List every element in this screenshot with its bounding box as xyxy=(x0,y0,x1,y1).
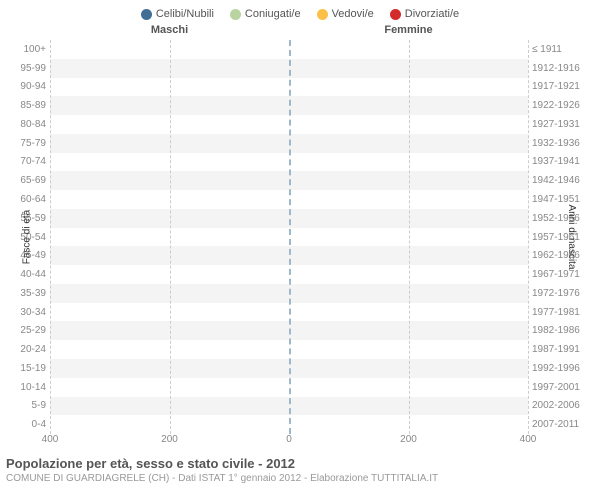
y-axis-label-right: Anni di nascita xyxy=(566,204,577,269)
birth-tick: 1927-1931 xyxy=(528,115,594,134)
chart-title: Popolazione per età, sesso e stato civil… xyxy=(6,456,594,471)
x-tick: 400 xyxy=(42,434,59,445)
birth-tick: 1952-1956 xyxy=(528,209,594,228)
birth-tick: 1992-1996 xyxy=(528,359,594,378)
age-tick: 90-94 xyxy=(6,78,50,97)
gridline xyxy=(409,40,410,434)
x-axis: 400 200 0 200 400 xyxy=(6,434,594,450)
legend-item: Divorziati/e xyxy=(390,8,459,20)
age-tick: 30-34 xyxy=(6,303,50,322)
birth-tick: ≤ 1911 xyxy=(528,40,594,59)
birth-tick: 1912-1916 xyxy=(528,59,594,78)
legend: Celibi/Nubili Coniugati/e Vedovi/e Divorzia… xyxy=(6,4,594,24)
age-tick: 60-64 xyxy=(6,190,50,209)
birth-tick: 1947-1951 xyxy=(528,190,594,209)
birth-axis: ≤ 19111912-19161917-19211922-19261927-19… xyxy=(528,40,594,434)
legend-swatch xyxy=(141,9,152,20)
birth-tick: 1977-1981 xyxy=(528,303,594,322)
legend-swatch xyxy=(317,9,328,20)
x-tick: 400 xyxy=(520,434,537,445)
age-tick: 20-24 xyxy=(6,340,50,359)
gridline xyxy=(170,40,171,434)
age-tick: 80-84 xyxy=(6,115,50,134)
birth-tick: 1957-1961 xyxy=(528,228,594,247)
x-tick: 0 xyxy=(286,434,292,445)
population-pyramid: Celibi/Nubili Coniugati/e Vedovi/e Divorzia… xyxy=(0,0,600,500)
bars-area xyxy=(50,40,528,434)
male-header: Maschi xyxy=(50,24,289,40)
birth-tick: 1997-2001 xyxy=(528,378,594,397)
age-tick: 5-9 xyxy=(6,397,50,416)
plot-area: Fasce di età 100+95-9990-9485-8980-8475-… xyxy=(6,40,594,434)
birth-tick: 1937-1941 xyxy=(528,153,594,172)
birth-tick: 1932-1936 xyxy=(528,134,594,153)
birth-tick: 2002-2006 xyxy=(528,397,594,416)
birth-tick: 1942-1946 xyxy=(528,171,594,190)
x-ticks: 4002000200400 xyxy=(50,434,528,450)
birth-tick: 1967-1971 xyxy=(528,265,594,284)
age-tick: 70-74 xyxy=(6,153,50,172)
legend-swatch xyxy=(390,9,401,20)
column-headers: Maschi Femmine xyxy=(6,24,594,40)
x-tick: 200 xyxy=(161,434,178,445)
age-tick: 85-89 xyxy=(6,96,50,115)
birth-tick: 1972-1976 xyxy=(528,284,594,303)
legend-label: Coniugati/e xyxy=(245,8,301,20)
birth-tick: 1917-1921 xyxy=(528,78,594,97)
birth-tick: 1922-1926 xyxy=(528,96,594,115)
birth-tick: 1962-1966 xyxy=(528,246,594,265)
y-axis-label-left: Fasce di età xyxy=(22,210,33,264)
age-tick: 25-29 xyxy=(6,321,50,340)
age-tick: 10-14 xyxy=(6,378,50,397)
x-tick: 200 xyxy=(400,434,417,445)
age-tick: 65-69 xyxy=(6,171,50,190)
age-tick: 75-79 xyxy=(6,134,50,153)
age-tick: 35-39 xyxy=(6,284,50,303)
age-tick: 100+ xyxy=(6,40,50,59)
birth-tick: 1987-1991 xyxy=(528,340,594,359)
legend-swatch xyxy=(230,9,241,20)
center-line xyxy=(289,40,291,434)
legend-label: Celibi/Nubili xyxy=(156,8,214,20)
legend-item: Coniugati/e xyxy=(230,8,301,20)
legend-item: Celibi/Nubili xyxy=(141,8,214,20)
female-header: Femmine xyxy=(289,24,528,40)
gridline xyxy=(50,40,51,434)
birth-tick: 2007-2011 xyxy=(528,415,594,434)
gridline xyxy=(528,40,529,434)
legend-label: Divorziati/e xyxy=(405,8,459,20)
age-tick: 15-19 xyxy=(6,359,50,378)
chart-subtitle: COMUNE DI GUARDIAGRELE (CH) - Dati ISTAT… xyxy=(6,473,594,484)
legend-item: Vedovi/e xyxy=(317,8,374,20)
legend-label: Vedovi/e xyxy=(332,8,374,20)
age-tick: 0-4 xyxy=(6,415,50,434)
age-tick: 40-44 xyxy=(6,265,50,284)
age-tick: 95-99 xyxy=(6,59,50,78)
birth-tick: 1982-1986 xyxy=(528,321,594,340)
